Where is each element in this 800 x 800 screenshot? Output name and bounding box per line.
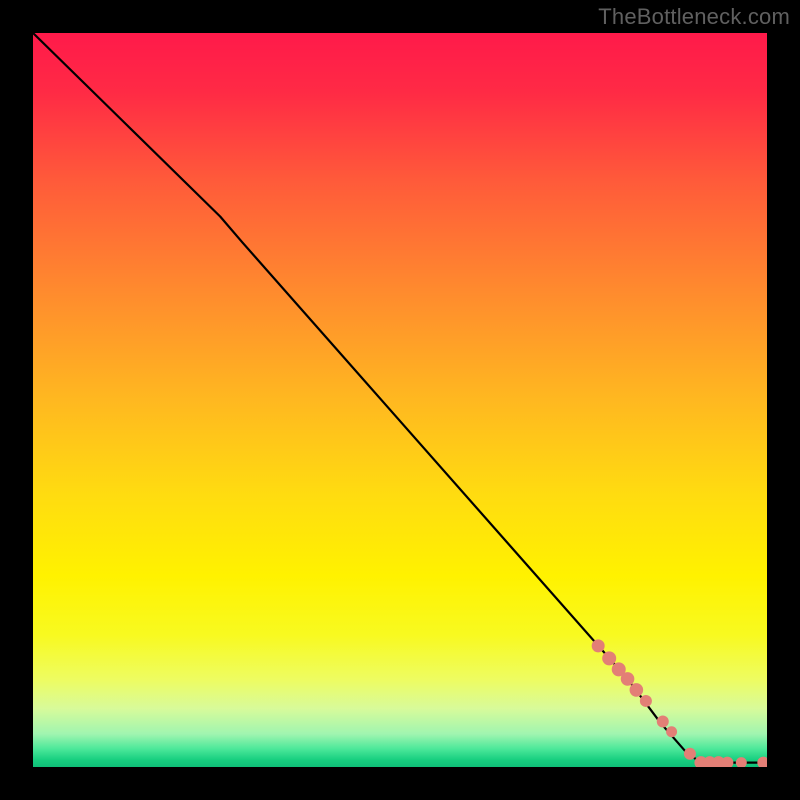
chart-svg: [33, 33, 767, 767]
data-marker: [602, 651, 616, 665]
data-marker: [630, 683, 644, 697]
data-marker: [666, 726, 677, 737]
watermark-text: TheBottleneck.com: [598, 4, 790, 30]
data-marker: [592, 639, 605, 652]
data-marker: [640, 695, 652, 707]
plot-area: [33, 33, 767, 767]
data-marker: [657, 715, 669, 727]
data-marker: [684, 748, 696, 760]
data-marker: [621, 672, 635, 686]
chart-container: TheBottleneck.com: [0, 0, 800, 800]
gradient-background: [33, 33, 767, 767]
